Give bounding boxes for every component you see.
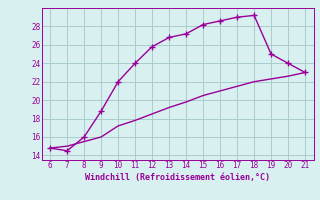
X-axis label: Windchill (Refroidissement éolien,°C): Windchill (Refroidissement éolien,°C) — [85, 173, 270, 182]
